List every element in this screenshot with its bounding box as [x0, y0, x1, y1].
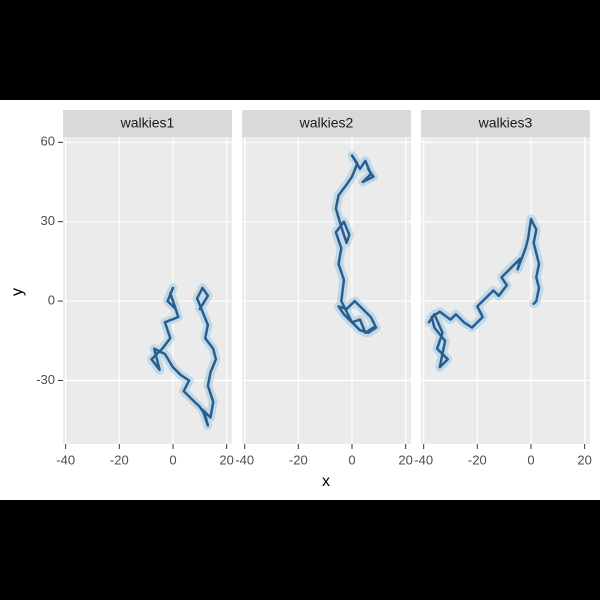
x-tick-label: 20 [219, 452, 233, 467]
x-tick-label: -20 [289, 452, 308, 467]
y-axis-title: y [9, 288, 26, 296]
x-tick-label: -20 [110, 452, 129, 467]
y-tick-label: 0 [48, 293, 55, 308]
bottom-band [0, 500, 600, 600]
y-tick-label: 60 [41, 134, 55, 149]
x-axis-title: x [322, 473, 330, 490]
strip-background [421, 110, 590, 137]
x-tick-label: -40 [56, 452, 75, 467]
panel-background [242, 137, 411, 444]
strip-label: walkies2 [299, 115, 354, 131]
x-tick-label: 0 [348, 452, 355, 467]
walk-line [427, 217, 541, 369]
strip-label: walkies3 [478, 115, 533, 131]
x-tick-label: 20 [398, 452, 412, 467]
strip-background [63, 110, 232, 137]
strip-background [242, 110, 411, 137]
walk-line [334, 154, 378, 335]
walk-line [150, 286, 218, 427]
strip-label: walkies1 [120, 115, 175, 131]
y-tick-label: -30 [36, 372, 55, 387]
x-tick-label: 0 [169, 452, 176, 467]
x-tick-label: -40 [414, 452, 433, 467]
x-tick-label: -40 [235, 452, 254, 467]
top-band [0, 0, 600, 100]
y-tick-label: 30 [41, 213, 55, 228]
x-tick-label: -20 [468, 452, 487, 467]
x-tick-label: 0 [527, 452, 534, 467]
x-tick-label: 20 [577, 452, 591, 467]
